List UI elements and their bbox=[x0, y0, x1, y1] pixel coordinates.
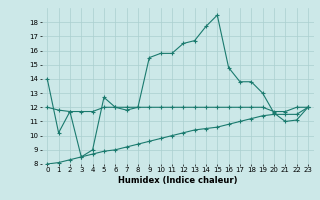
X-axis label: Humidex (Indice chaleur): Humidex (Indice chaleur) bbox=[118, 176, 237, 185]
